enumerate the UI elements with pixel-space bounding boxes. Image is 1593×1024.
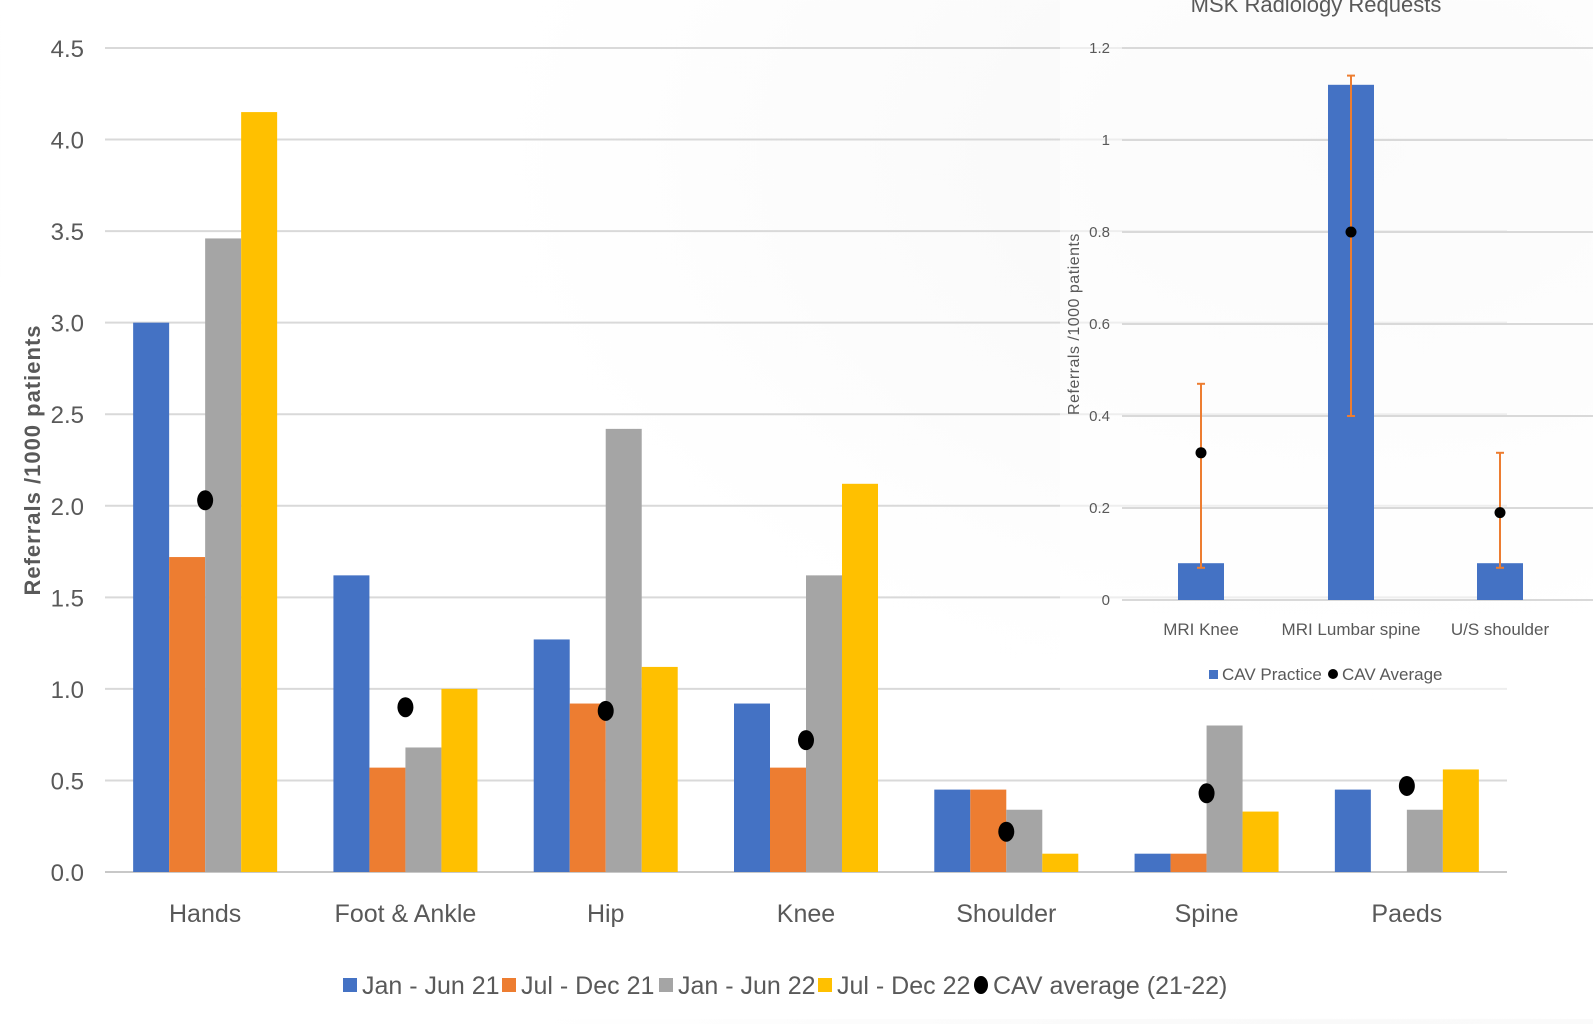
legend-label: CAV average (21-22) <box>993 972 1227 1000</box>
y-tick-label: 3.0 <box>51 311 84 338</box>
x-tick-label: Spine <box>1175 900 1239 928</box>
bar <box>133 322 170 873</box>
bar <box>405 747 442 872</box>
bar <box>169 557 206 872</box>
inset-marker-point <box>1195 447 1207 459</box>
legend-swatch <box>343 978 357 992</box>
inset-legend-swatch <box>1209 670 1218 679</box>
bar <box>1442 769 1479 872</box>
y-tick-label: 2.0 <box>51 494 84 521</box>
x-tick-label: Knee <box>777 900 835 928</box>
marker-point <box>597 700 614 721</box>
inset-title: MSK Radiology Requests <box>1191 0 1442 17</box>
bar <box>333 575 370 872</box>
bar <box>1242 811 1279 872</box>
marker-point <box>197 490 214 511</box>
y-tick-label: 1.5 <box>51 585 84 612</box>
inset-legend-label: CAV Average <box>1342 665 1443 684</box>
inset-marker-point <box>1345 226 1357 238</box>
bar <box>770 767 806 872</box>
y-tick-label: 1.0 <box>51 677 84 704</box>
inset-y-tick-label: 0.8 <box>1089 224 1110 241</box>
inset-bar <box>1477 563 1523 600</box>
inset-x-tick-label: MRI Knee <box>1163 620 1239 639</box>
y-axis-title: Referrals /1000 patients <box>20 324 45 595</box>
bar <box>369 767 406 872</box>
inset-y-tick-label: 0 <box>1102 592 1110 609</box>
y-tick-label: 2.5 <box>51 402 84 429</box>
y-tick-label: 0.0 <box>51 860 84 887</box>
legend-label: Jan - Jun 22 <box>678 972 816 1000</box>
x-tick-label: Paeds <box>1371 900 1442 928</box>
legend-swatch <box>659 978 673 992</box>
bar <box>641 666 678 872</box>
inset-bar <box>1178 563 1224 600</box>
inset-y-tick-label: 1.2 <box>1089 40 1110 57</box>
inset-x-tick-label: MRI Lumbar spine <box>1282 620 1421 639</box>
marker-point <box>1198 783 1215 804</box>
x-tick-label: Hip <box>587 900 625 928</box>
marker-point <box>998 821 1015 842</box>
bar <box>1170 853 1207 872</box>
bar <box>1042 853 1079 872</box>
x-tick-label: Foot & Ankle <box>335 900 477 928</box>
marker-point <box>1398 775 1415 796</box>
bar <box>842 483 878 872</box>
bar <box>1006 809 1043 872</box>
y-tick-label: 3.5 <box>51 219 84 246</box>
x-tick-label: Hands <box>169 900 241 928</box>
marker-point <box>397 697 414 718</box>
legend-label: Jul - Dec 21 <box>521 972 654 1000</box>
marker-point <box>798 730 814 751</box>
legend-label: Jul - Dec 22 <box>837 972 970 1000</box>
bar <box>241 112 278 873</box>
bar <box>1334 789 1371 872</box>
bar <box>605 428 642 872</box>
inset-legend-label: CAV Practice <box>1222 665 1322 684</box>
inset-y-tick-label: 0.4 <box>1089 408 1110 425</box>
y-tick-label: 4.0 <box>51 128 84 155</box>
inset-marker-point <box>1494 507 1506 519</box>
inset-y-tick-label: 1 <box>1102 132 1110 149</box>
inset-x-tick-label: U/S shoulder <box>1451 620 1550 639</box>
legend-marker <box>974 976 988 994</box>
bar <box>806 575 842 872</box>
legend-swatch <box>502 978 516 992</box>
bar <box>1406 809 1443 872</box>
bar <box>569 703 606 872</box>
bar <box>734 703 770 872</box>
inset-y-axis-title: Referrals /1000 patients <box>1066 233 1083 415</box>
inset-legend-marker <box>1328 669 1338 679</box>
y-tick-label: 4.5 <box>51 36 84 63</box>
legend-label: Jan - Jun 21 <box>362 972 500 1000</box>
y-tick-label: 0.5 <box>51 768 84 795</box>
bar <box>533 639 570 872</box>
x-tick-label: Shoulder <box>956 900 1056 928</box>
inset-y-tick-label: 0.2 <box>1089 500 1110 517</box>
bar <box>441 688 478 872</box>
bar <box>1134 853 1171 872</box>
inset-y-tick-label: 0.6 <box>1089 316 1110 333</box>
bar <box>934 789 971 872</box>
bar <box>205 238 242 873</box>
legend-swatch <box>818 978 832 992</box>
